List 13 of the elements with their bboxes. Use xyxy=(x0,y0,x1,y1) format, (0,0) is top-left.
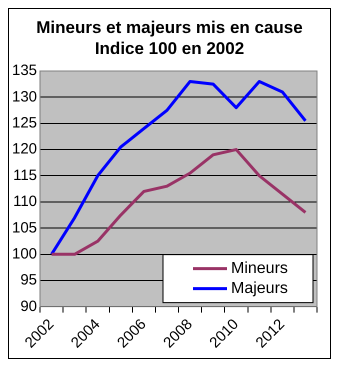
chart-title: Mineurs et majeurs mis en cause Indice 100 en 2002 xyxy=(35,17,304,59)
y-tick-label: 120 xyxy=(12,140,38,158)
y-tick-label: 90 xyxy=(20,298,38,315)
y-tick-label: 125 xyxy=(12,114,38,132)
y-tick-label: 105 xyxy=(12,219,38,236)
y-tick-label: 100 xyxy=(12,245,38,262)
y-tick-label: 135 xyxy=(12,62,38,80)
legend-label: Majeurs xyxy=(231,280,288,298)
legend-label: Mineurs xyxy=(231,260,288,278)
y-tick-label: 115 xyxy=(13,166,38,184)
y-tick-label: 110 xyxy=(13,193,38,210)
y-tick-label: 130 xyxy=(12,88,38,106)
y-tick-label: 95 xyxy=(20,272,38,289)
